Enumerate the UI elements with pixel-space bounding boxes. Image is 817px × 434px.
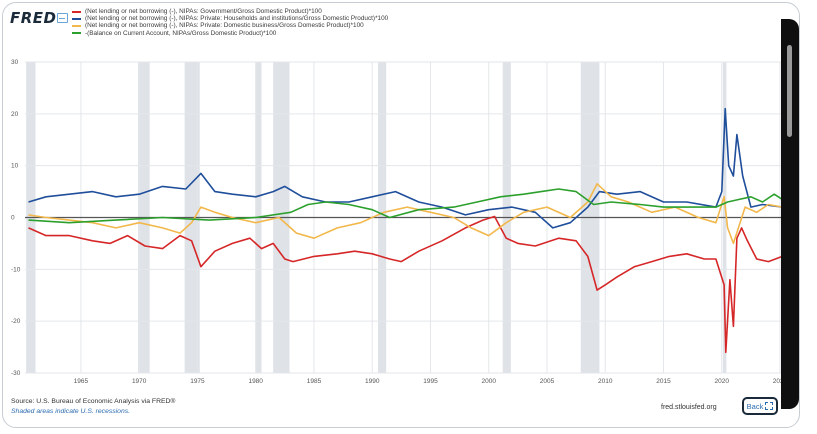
legend-label-current-account: -(Balance on Current Account, NIPAs/Gros… (85, 29, 277, 37)
x-tick-label: 1990 (365, 378, 380, 385)
fullscreen-icon (765, 402, 774, 410)
x-tick-label: 1965 (74, 378, 89, 385)
series-line-1 (28, 107, 783, 229)
x-tick-label: 2015 (656, 378, 671, 385)
y-tick-label: 0 (11, 215, 15, 222)
fred-url[interactable]: fred.stlouisfed.org (661, 404, 717, 411)
x-tick-label: 1970 (132, 378, 147, 385)
x-tick-label: 1995 (423, 378, 438, 385)
chart-icon (57, 13, 68, 23)
scrollbar[interactable] (781, 19, 799, 409)
legend-label-business: (Net lending or net borrowing (-), NIPAs… (85, 22, 364, 30)
legend-swatch-current-account (72, 32, 81, 35)
y-tick-label: -20 (11, 318, 21, 325)
legend-item-households[interactable]: (Net lending or net borrowing (-), NIPAs… (72, 15, 388, 22)
recession-note: Shaded areas indicate U.S. recessions. (11, 408, 131, 415)
series-line-2 (28, 183, 783, 245)
legend-swatch-households (72, 17, 81, 20)
source-block: Source: U.S. Bureau of Economic Analysis… (11, 397, 175, 417)
series-line-0 (28, 215, 783, 354)
x-tick-label: 1985 (307, 378, 322, 385)
back-button-label: Back (746, 401, 764, 411)
legend: (Net lending or net borrowing (-), NIPAs… (72, 8, 388, 37)
x-tick-label: 2000 (481, 378, 496, 385)
legend-item-government[interactable]: (Net lending or net borrowing (-), NIPAs… (72, 8, 388, 15)
legend-swatch-business (72, 25, 81, 27)
legend-swatch-government (72, 10, 81, 13)
scrollbar-thumb[interactable] (787, 45, 792, 137)
y-tick-label: -30 (11, 370, 21, 377)
x-tick-label: 1980 (248, 378, 263, 385)
x-tick-label: 1975 (190, 378, 205, 385)
chart-frame: 30 20 10 0 -10 -20 -30 1965 1970 1975 1980 1985 1990… (2, 2, 800, 428)
legend-item-business[interactable]: (Net lending or net borrowing (-), NIPAs… (72, 22, 388, 29)
legend-label-households: (Net lending or net borrowing (-), NIPAs… (85, 15, 389, 23)
back-button[interactable]: Back (742, 397, 778, 415)
y-tick-label: -10 (11, 266, 21, 273)
legend-item-current-account[interactable]: -(Balance on Current Account, NIPAs/Gros… (72, 30, 388, 37)
x-tick-label: 2010 (598, 378, 613, 385)
fred-logo[interactable]: FRED (10, 9, 57, 27)
legend-label-government: (Net lending or net borrowing (-), NIPAs… (85, 8, 322, 15)
y-tick-label: 30 (11, 59, 19, 66)
source-text: Source: U.S. Bureau of Economic Analysis… (11, 398, 176, 405)
y-tick-label: 20 (11, 111, 19, 118)
x-tick-label: 2025 (773, 378, 788, 385)
x-tick-label: 2020 (715, 378, 730, 385)
y-tick-label: 10 (11, 163, 19, 170)
series-line-3 (28, 188, 783, 224)
x-tick-label: 2005 (540, 378, 555, 385)
